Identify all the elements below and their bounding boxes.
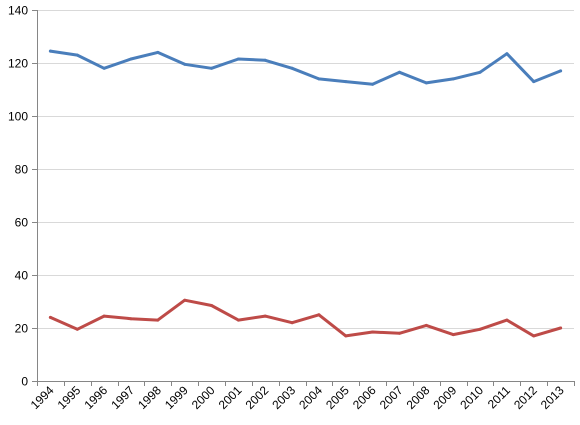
series-1-point-2011 [505,52,509,56]
x-tick-label: 2011 [485,383,513,411]
y-tick-label: 60 [15,216,29,230]
series-2-point-1995 [75,327,79,331]
series-1-point-2008 [424,81,428,85]
series-1-point-2003 [290,66,294,70]
series-1-point-2012 [532,80,536,84]
series-1-point-2002 [263,58,267,62]
series-1-point-2007 [398,70,401,74]
series-lines [48,49,563,338]
series-1-point-2004 [317,77,321,81]
axes [32,10,575,386]
series-1-point-2010 [478,70,482,74]
x-tick-label: 2004 [296,383,325,412]
series-1-point-2001 [236,57,240,61]
y-tick-label: 20 [15,322,29,336]
series-2-point-2007 [398,331,401,335]
y-tick-label: 0 [21,375,28,389]
series-2-point-2006 [371,330,375,334]
series-line-2 [48,298,563,338]
series-1-point-1996 [102,66,106,70]
series-1-point-2009 [451,77,455,81]
y-tick-label: 140 [8,4,28,18]
x-tick-label: 2000 [189,383,218,412]
x-tick-label: 2007 [377,383,406,412]
series-1-point-1999 [183,62,187,66]
x-tick-label: 1994 [28,383,57,412]
x-tick-label: 1996 [81,383,110,412]
x-tick-label: 2013 [538,383,567,412]
series-1-point-2000 [210,66,213,70]
series-2-point-2002 [263,314,267,318]
series-2-point-2013 [559,326,563,330]
series-1-point-1998 [156,50,160,54]
series-2-point-2004 [317,313,321,317]
series-1-point-2005 [344,80,348,84]
x-tick-label: 2003 [269,383,298,412]
y-tick-label: 40 [15,269,29,283]
x-tick-label: 1998 [135,383,164,412]
x-tick-label: 2010 [457,383,486,412]
x-axis-tick-labels: 1994199519961997199819992000200120022003… [28,383,567,412]
y-axis-tick-labels: 0 20 40 60 80 100 120 140 [8,4,28,389]
x-tick-label: 2005 [323,383,352,412]
x-tick-label: 1997 [108,383,137,412]
series-2-point-2000 [210,304,213,307]
y-tick-label: 100 [8,110,28,124]
series-2-point-2011 [505,318,509,322]
series-2-point-2003 [290,321,294,325]
x-tick-label: 2009 [431,383,460,412]
y-tick-label: 80 [15,163,29,177]
x-tick-label: 2002 [243,383,272,412]
series-2-point-2008 [424,323,428,327]
series-2-point-1996 [102,314,106,318]
x-tick-label: 1999 [162,383,191,412]
series-2-point-1997 [129,317,133,321]
series-2-point-2009 [451,333,455,337]
series-1-point-2006 [371,82,375,86]
series-2-point-2001 [236,318,240,322]
series-2-point-1998 [156,318,160,322]
series-1-point-1995 [75,53,79,57]
y-tick-label: 120 [8,57,28,71]
series-2-point-1999 [183,298,187,302]
series-2-point-2012 [532,334,536,338]
x-tick-label: 2012 [511,383,540,412]
series-2-point-1994 [48,315,52,319]
x-tick-label: 2001 [216,383,245,412]
x-tick-label: 2008 [404,383,433,412]
x-tick-label: 1995 [55,383,84,412]
gridlines [37,10,574,329]
series-1-point-1997 [129,57,133,61]
series-2-point-2005 [344,334,348,338]
series-1-point-1994 [48,49,52,53]
series-1-point-2013 [559,69,563,73]
series-2-point-2010 [478,327,482,331]
series-line-1 [48,49,563,86]
x-tick-label: 2006 [350,383,379,412]
